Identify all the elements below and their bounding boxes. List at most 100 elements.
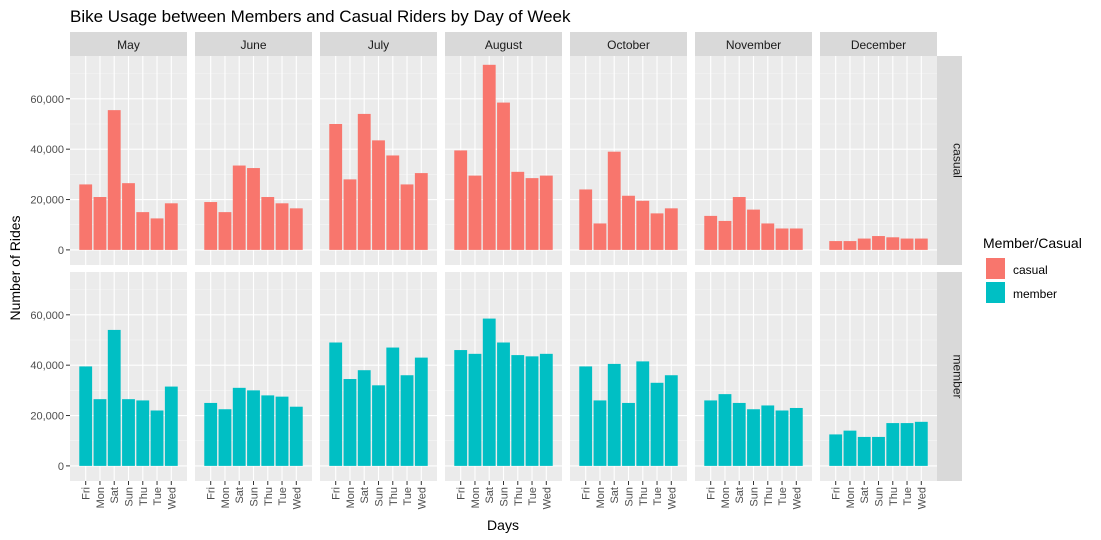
bar-casual-november-tue: [775, 228, 789, 250]
x-tick-label-june-fri: Fri: [206, 487, 218, 500]
bar-casual-july-fri: [329, 123, 343, 250]
bar-casual-august-fri: [454, 150, 468, 250]
y-tick-label-member-3: 60,000: [30, 310, 64, 322]
panel-november-casual: [695, 56, 812, 265]
x-tick-label-august-tue: Tue: [527, 487, 539, 506]
bar-casual-may-fri: [79, 184, 93, 250]
x-tick-label-july-sat: Sat: [359, 487, 371, 504]
bar-casual-august-wed: [539, 175, 553, 250]
x-tick-label-july-thu: Thu: [388, 487, 400, 506]
bar-member-december-mon: [843, 430, 857, 466]
panel-may-member: Fri Mon Sat Sun Thu Tue Wed: [70, 272, 187, 509]
y-tick-label-casual-1: 20,000: [30, 195, 64, 207]
bar-casual-december-sat: [857, 238, 871, 250]
x-tick-label-august-sat: Sat: [484, 487, 496, 504]
bar-member-july-mon: [343, 379, 357, 466]
x-tick-label-november-sat: Sat: [734, 487, 746, 504]
bar-casual-november-fri: [704, 215, 718, 250]
bar-member-august-sat: [482, 318, 496, 466]
strip-may: [70, 32, 187, 56]
x-tick-label-may-fri: Fri: [81, 487, 93, 500]
bar-member-august-tue: [525, 356, 539, 466]
bar-casual-august-thu: [511, 171, 525, 250]
bar-casual-october-thu: [636, 200, 650, 250]
strip-label-august: August: [485, 38, 523, 52]
panel-may-casual: [70, 56, 187, 265]
bar-member-june-sun: [247, 390, 260, 466]
bar-casual-november-sat: [732, 197, 746, 250]
x-tick-label-october-sun: Sun: [624, 487, 636, 507]
bar-casual-may-mon: [93, 197, 107, 250]
bar-member-june-wed: [289, 406, 303, 466]
bar-casual-october-mon: [593, 223, 607, 250]
x-axis-title: Days: [487, 517, 519, 533]
bar-member-december-fri: [829, 434, 843, 466]
x-tick-label-august-sun: Sun: [499, 487, 511, 507]
strip-label-july: July: [368, 38, 389, 52]
bar-member-july-sat: [357, 370, 371, 466]
x-tick-label-august-mon: Mon: [470, 487, 482, 508]
bar-member-november-tue: [775, 410, 789, 466]
bar-casual-december-mon: [843, 241, 857, 250]
bar-member-june-thu: [261, 395, 275, 466]
x-tick-label-december-sun: Sun: [874, 487, 886, 507]
x-tick-label-november-thu: Thu: [763, 487, 775, 506]
bar-member-october-sun: [622, 402, 635, 466]
strip-label-may: May: [117, 38, 140, 52]
y-tick-label-member-0: 0: [58, 461, 64, 473]
legend-swatch-member: [986, 282, 1005, 303]
bar-casual-august-sat: [482, 64, 496, 250]
bar-casual-may-thu: [136, 212, 150, 250]
bar-member-october-mon: [593, 400, 607, 466]
bar-member-october-tue: [650, 382, 664, 466]
panel-june-casual: [195, 56, 312, 265]
x-tick-label-july-fri: Fri: [331, 487, 343, 500]
bar-member-december-thu: [886, 423, 900, 466]
panel-july-casual: [320, 56, 437, 265]
legend-title: Member/Casual: [983, 235, 1082, 251]
panel-august-member: Fri Mon Sat Sun Thu Tue Wed: [445, 272, 562, 509]
x-tick-label-july-mon: Mon: [345, 487, 357, 508]
x-tick-label-may-sun: Sun: [124, 487, 136, 507]
x-tick-label-november-wed: Wed: [791, 487, 803, 509]
panel-october-member: Fri Mon Sat Sun Thu Tue Wed: [570, 272, 687, 509]
bar-member-november-mon: [718, 394, 732, 466]
x-tick-label-may-wed: Wed: [166, 487, 178, 509]
bar-member-may-tue: [150, 410, 164, 466]
strip-august: [445, 32, 562, 56]
x-tick-label-may-thu: Thu: [138, 487, 150, 506]
bar-casual-august-mon: [468, 175, 482, 250]
bar-member-december-tue: [900, 423, 914, 466]
legend-swatch-casual: [986, 258, 1005, 279]
y-tick-label-member-2: 40,000: [30, 360, 64, 372]
bar-member-july-thu: [386, 347, 400, 466]
legend-label-casual: casual: [1013, 263, 1048, 277]
bar-member-october-wed: [664, 375, 678, 466]
chart-title: Bike Usage between Members and Casual Ri…: [70, 7, 571, 26]
y-tick-label-casual-0: 0: [58, 245, 64, 257]
bar-casual-november-wed: [789, 228, 803, 250]
bar-casual-july-wed: [414, 173, 428, 250]
bar-casual-june-tue: [275, 203, 289, 250]
bar-member-july-wed: [414, 357, 428, 466]
x-tick-label-december-tue: Tue: [902, 487, 914, 506]
x-tick-label-december-mon: Mon: [845, 487, 857, 508]
bar-member-may-fri: [79, 366, 93, 466]
bar-member-november-thu: [761, 405, 775, 466]
x-tick-label-december-thu: Thu: [888, 487, 900, 506]
bar-casual-june-sun: [247, 168, 260, 250]
strip-june: [195, 32, 312, 56]
x-tick-label-june-thu: Thu: [263, 487, 275, 506]
bar-casual-november-sun: [747, 209, 760, 250]
x-tick-label-november-fri: Fri: [706, 487, 718, 500]
row-strip-label-casual: casual: [951, 143, 965, 178]
bar-member-august-wed: [539, 353, 553, 466]
bar-casual-december-tue: [900, 238, 914, 250]
bar-member-july-fri: [329, 342, 343, 466]
bar-member-may-sun: [122, 399, 135, 466]
x-tick-label-june-sat: Sat: [234, 487, 246, 504]
bar-member-july-tue: [400, 375, 414, 466]
bar-member-december-wed: [914, 421, 928, 466]
legend: Member/Casual casual member: [983, 235, 1082, 303]
bar-casual-june-wed: [289, 208, 303, 250]
